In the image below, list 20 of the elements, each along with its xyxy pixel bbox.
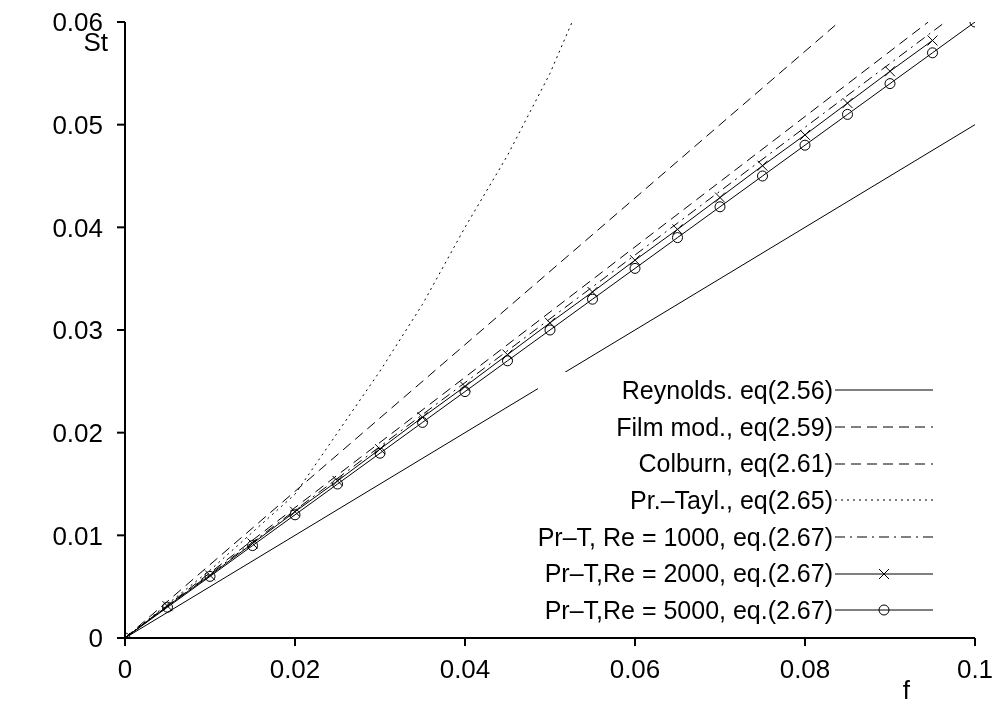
legend-label: Colburn, eq(2.61) (638, 449, 833, 479)
x-tick-label: 0.02 (269, 654, 321, 685)
y-tick-label: 0 (88, 623, 103, 654)
y-tick-label: 0.03 (52, 315, 103, 346)
legend-label: Pr–T,Re = 2000, eq.(2.67) (544, 559, 833, 589)
x-tick-label: 0.06 (609, 654, 661, 685)
x-tick-label: 0.04 (439, 654, 491, 685)
legend-label: Pr–T, Re = 1000, eq.(2.67) (537, 522, 833, 552)
y-tick-label: 0.02 (52, 417, 103, 448)
legend-label: Pr.–Tayl., eq(2.65) (630, 485, 833, 515)
legend-label: Reynolds. eq(2.56) (621, 375, 833, 405)
legend-label: Pr–T,Re = 5000, eq.(2.67) (544, 595, 833, 625)
x-axis-title: f (902, 675, 911, 705)
y-tick-label: 0.04 (52, 212, 103, 243)
legend-label: Film mod., eq(2.59) (616, 412, 833, 442)
x-tick-label: 0 (117, 654, 133, 685)
x-tick-label: 0.08 (779, 654, 831, 685)
y-tick-label: 0.05 (52, 109, 103, 140)
x-tick-label: 0.1 (956, 654, 994, 685)
y-tick-label: 0.01 (52, 520, 103, 551)
